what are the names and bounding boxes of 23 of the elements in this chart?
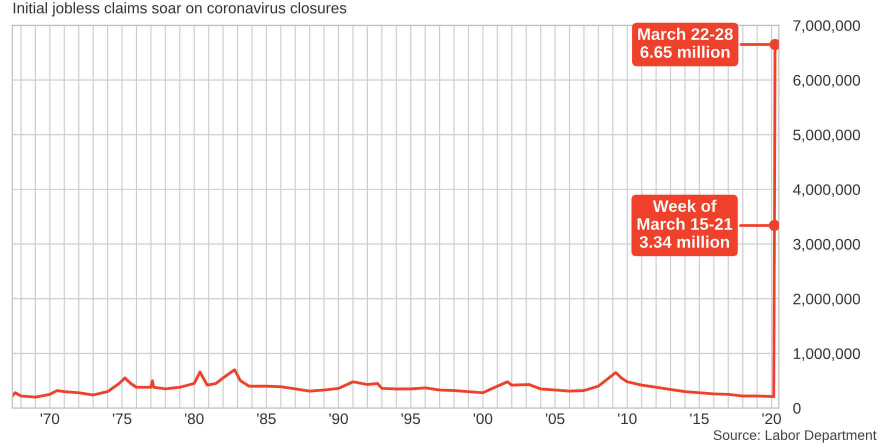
y-tick-label: 3,000,000 [793,238,860,252]
y-tick-label: 6,000,000 [793,74,860,88]
x-tick-label: '85 [257,413,276,424]
y-tick-label: 7,000,000 [793,20,860,33]
x-tick-label: '75 [112,413,132,424]
x-tick-label: '80 [185,413,204,424]
x-tick-label: '10 [618,413,637,424]
x-tick-label: '70 [40,413,60,424]
annotation: Week of March 15-21 3.34 million [638,200,732,248]
chart-title: Initial jobless claims soar on coronavirus closures [14,2,346,16]
source-note: Source: Labor Department [714,430,877,443]
x-tick-label: '90 [329,413,348,424]
x-tick-label: '00 [474,413,492,424]
y-tick-label: 1,000,000 [794,348,860,361]
y-tick-label: 5,000,000 [793,130,860,142]
x-tick-label: '95 [402,413,420,424]
y-tick-label: 0 [793,402,801,414]
x-tick-label: '15 [690,413,709,424]
x-tick-label: '05 [546,413,564,424]
y-tick-label: 2,000,000 [793,294,860,306]
x-tick-label: '20 [762,413,781,424]
annotation: March 22-28 6.65 million [638,28,733,58]
y-tick-label: 4,000,000 [793,184,860,197]
